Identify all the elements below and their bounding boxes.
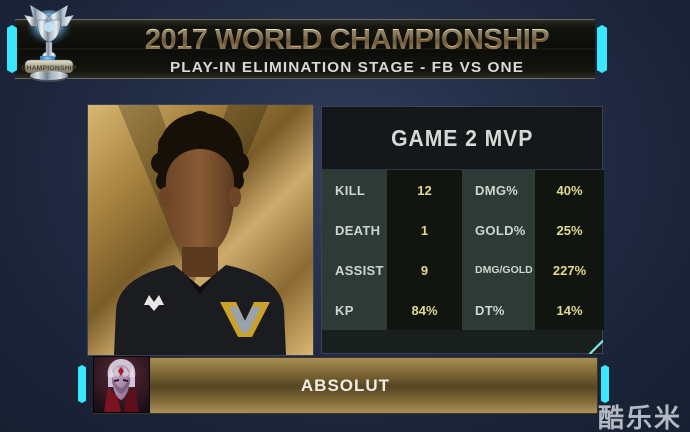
- svg-text:CHAMPIONSHIP: CHAMPIONSHIP: [21, 65, 77, 72]
